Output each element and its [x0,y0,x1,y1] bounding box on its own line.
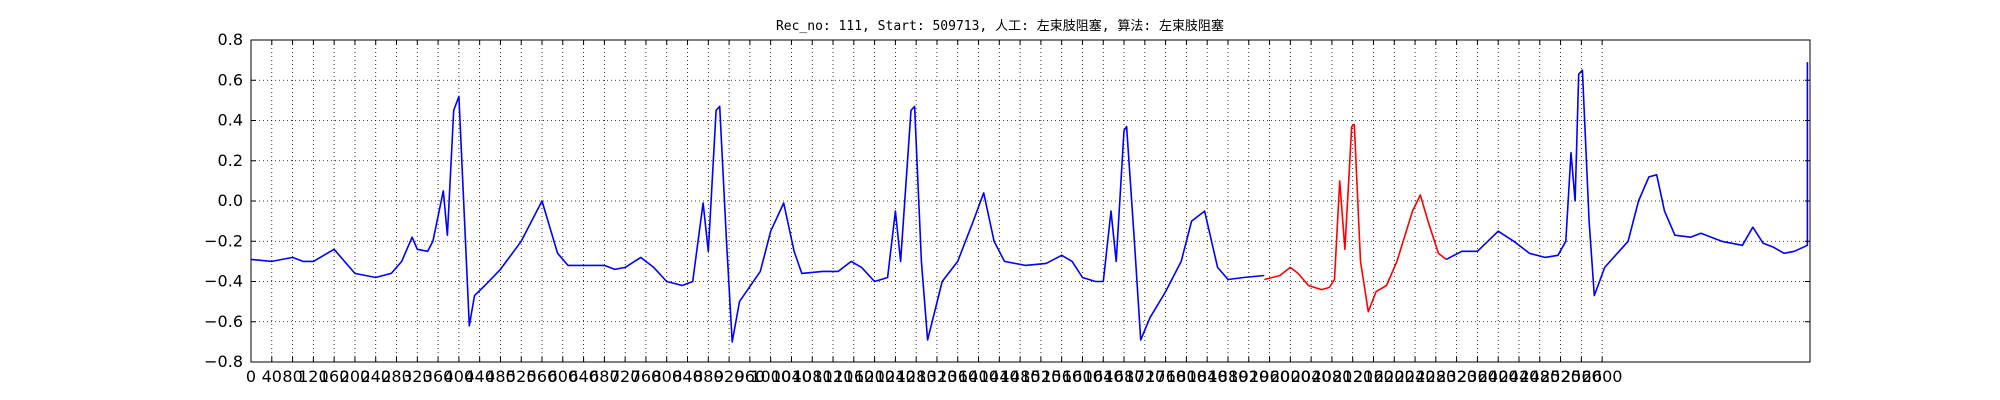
x-tick-label: 1600 [1062,367,1103,386]
x-tick-label: 1240 [875,367,916,386]
x-tick-label: 800 [651,367,682,386]
x-tick-label: 2200 [1374,367,1415,386]
y-tick-label: 0.8 [218,30,243,49]
x-tick-label: 880 [693,367,724,386]
x-tick-label: 360 [423,367,454,386]
x-tick-label: 1880 [1208,367,1249,386]
x-tick-label: 1400 [958,367,999,386]
x-tick-label: 1760 [1145,367,1186,386]
x-tick-label: 1680 [1104,367,1145,386]
x-tick-label: 1520 [1021,367,1062,386]
chart-title: Rec_no: 111, Start: 509713, 人工: 左束肢阻塞, 算… [776,18,1224,34]
x-tick-label: 920 [714,367,745,386]
x-tick-label: 640 [568,367,599,386]
x-tick-label: 2320 [1436,367,1477,386]
y-tick-label: −0.6 [204,312,243,331]
x-tick-label: 1920 [1228,367,1269,386]
x-tick-label: 1960 [1249,367,1290,386]
x-tick-label: 1280 [896,367,937,386]
x-tick-label: 680 [589,367,620,386]
x-tick-label: 520 [506,367,537,386]
ecg-series-main [250,95,1265,343]
x-tick-label: 2000 [1270,367,1311,386]
y-tick-label: −0.2 [204,231,243,250]
x-tick-label: 1200 [854,367,895,386]
x-tick-label: 1640 [1083,367,1124,386]
x-tick-label: 560 [527,367,558,386]
y-axis: −0.8 −0.6 −0.4 −0.2 0.0 0.2 0.4 0.6 0.8 [204,30,1810,371]
x-tick-label: 2560 [1561,367,1602,386]
y-tick-label: 0.4 [218,111,243,130]
x-tick-label: 1120 [813,367,854,386]
x-tick-label: 1440 [979,367,1020,386]
x-tick-label: 1360 [937,367,978,386]
x-tick-label: 2480 [1519,367,1560,386]
x-tick-label: 240 [360,367,391,386]
ecg-series-tail [1445,62,1809,297]
x-tick-label: 2240 [1395,367,1436,386]
x-tick-label: 2120 [1332,367,1373,386]
x-tick-label: 2520 [1540,367,1581,386]
x-tick-label: 1720 [1124,367,1165,386]
x-tick-label: 1480 [1000,367,1041,386]
x-tick-label: 440 [464,367,495,386]
x-tick-label: 200 [340,367,371,386]
x-tick-label: 2600 [1582,367,1623,386]
y-tick-label: −0.4 [204,272,243,291]
x-tick-label: 760 [631,367,662,386]
x-tick-label: 1320 [917,367,958,386]
x-tick-label: 320 [402,367,433,386]
x-tick-label: 2360 [1457,367,1498,386]
x-tick-label: 2280 [1415,367,1456,386]
x-tick-label: 80 [282,367,302,386]
x-tick-label: 2080 [1312,367,1353,386]
x-tick-label: 2160 [1353,367,1394,386]
x-tick-label: 1000 [750,367,791,386]
x-tick-label: 1160 [833,367,874,386]
y-tick-label: 0.0 [218,191,243,210]
x-axis: 0 40 8012016020024028032036040044048052056… [246,40,1623,386]
x-tick-label: 280 [381,367,412,386]
x-tick-label: 120 [298,367,329,386]
x-tick-label: 2440 [1499,367,1540,386]
x-tick-label: 2400 [1478,367,1519,386]
y-tick-label: −0.8 [204,352,243,371]
x-tick-label: 400 [444,367,475,386]
ecg-series-highlight [1264,123,1447,313]
x-tick-label: 480 [485,367,516,386]
x-tick-label: 160 [319,367,350,386]
y-tick-label: 0.6 [218,70,243,89]
plot-grid [250,39,1810,363]
x-tick-label: 1800 [1166,367,1207,386]
plot-lines [250,62,1809,343]
x-tick-label: 600 [548,367,579,386]
x-tick-label: 2040 [1291,367,1332,386]
x-tick-label: 40 [262,367,282,386]
x-tick-label: 720 [610,367,641,386]
y-tick-label: 0.2 [218,151,243,170]
x-tick-label: 840 [672,367,703,386]
x-tick-label: 1560 [1041,367,1082,386]
x-tick-label: 1040 [771,367,812,386]
x-tick-label: 1840 [1187,367,1228,386]
x-tick-label: 0 [246,367,256,386]
x-tick-label: 960 [735,367,766,386]
x-tick-label: 1080 [792,367,833,386]
